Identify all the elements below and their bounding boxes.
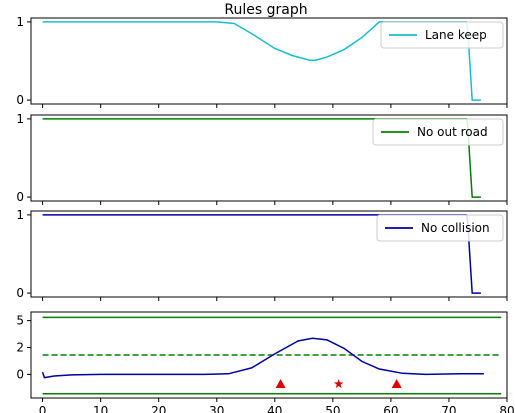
chart-title: Rules graph [224,2,307,18]
x-tick-label: 60 [383,404,398,413]
subplot-3: 0 1 No collision [16,208,508,301]
subplot-1: 0 1 Lane keep [16,15,508,108]
axes-frame [30,210,508,298]
legend: No out road [372,118,504,146]
y-tick-label: 5 [16,314,24,328]
x-tick-label: 30 [209,404,224,413]
y-tick-label: 0 [16,93,24,107]
x-tick-label: 0 [39,404,47,413]
legend-label: No out road [417,125,488,139]
x-tick-label: 80 [499,404,514,413]
series-line-4 [41,337,484,379]
legend-box [376,214,504,242]
triangle-marker [391,379,402,389]
axes-frame [30,311,508,399]
y-tick-label: 2 [16,340,24,354]
y-tick-label: 1 [16,15,24,29]
legend: Lane keep [380,21,504,49]
y-tick-label: 0 [16,367,24,381]
x-tick-label: 20 [151,404,166,413]
legend-label: Lane keep [425,28,487,42]
subplot-panels: 0 1 Lane keep 0 1 No out road 0 1 No collision 0 2… [16,15,514,413]
legend-box [372,118,504,146]
axes-frame [30,17,508,105]
subplot-2: 0 1 No out road [16,112,508,205]
x-tick-label: 50 [325,404,340,413]
legend: No collision [376,214,504,242]
legend-label: No collision [421,221,490,235]
x-tick-label: 70 [441,404,456,413]
axes-frame [30,114,508,202]
y-tick-label: 1 [16,112,24,126]
legend-box [380,21,504,49]
x-tick-label: 10 [93,404,108,413]
y-tick-label: 0 [16,190,24,204]
star-marker [333,379,344,389]
x-tick-label: 40 [267,404,282,413]
y-tick-label: 0 [16,286,24,300]
y-tick-label: 1 [16,208,24,222]
triangle-marker [275,379,286,389]
